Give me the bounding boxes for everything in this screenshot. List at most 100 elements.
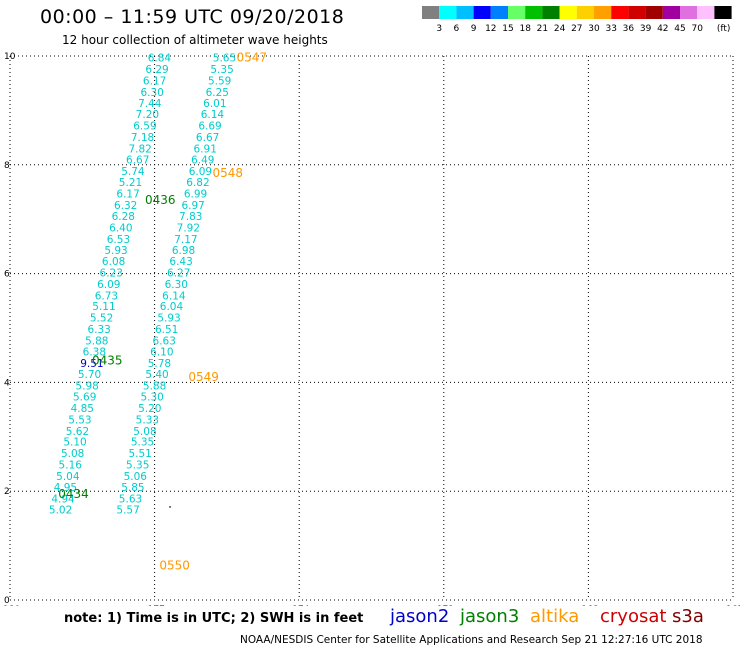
swh-value-altika: 6.04: [160, 301, 184, 313]
swh-value-jason3: 5.04: [56, 471, 80, 483]
swh-value-altika: 6.14: [162, 290, 186, 302]
y-tick-label: 6: [4, 270, 10, 280]
colorbar-label: 39: [640, 24, 652, 34]
swh-value-jason3: 7.82: [128, 143, 151, 155]
colorbar-label: 3: [436, 24, 442, 34]
swh-value-jason3: 5.62: [66, 426, 89, 438]
legend-jason3: jason3: [460, 606, 520, 627]
swh-value-altika: 6.14: [201, 109, 225, 121]
swh-value-jason3: 5.10: [63, 437, 86, 449]
pass-time-label: 0550: [159, 559, 190, 573]
pass-time-label: 0436: [145, 193, 176, 207]
swh-value-altika: 7.17: [174, 234, 197, 246]
x-tick-label: -177: [144, 605, 164, 606]
colorbar-swatch: [576, 6, 594, 19]
swh-value-altika: 5.40: [145, 369, 168, 381]
swh-value-altika: 5.59: [208, 75, 231, 87]
swh-value-jason3: 5.02: [49, 505, 72, 517]
swh-value-jason3: 6.17: [143, 75, 166, 87]
colorbar-label: 15: [502, 24, 513, 34]
colorbar-swatch: [508, 6, 526, 19]
colorbar-label: 70: [691, 24, 703, 34]
swh-value-jason3: 5.74: [121, 166, 145, 178]
colorbar-swatch: [680, 6, 698, 19]
swh-value-jason3: 5.08: [61, 448, 84, 460]
swh-value-altika: 6.97: [181, 200, 204, 212]
swh-value-altika: 5.78: [148, 358, 171, 370]
swh-value-jason3: 5.53: [68, 414, 91, 426]
colorbar-swatch: [559, 6, 577, 19]
swh-value-jason3: 7.44: [138, 98, 162, 110]
x-tick-label: -180: [0, 605, 20, 606]
pass-time-label: 0434: [58, 487, 89, 501]
swh-value-jason3: 6.53: [107, 234, 130, 246]
chart-subtitle: 12 hour collection of altimeter wave hei…: [62, 33, 328, 47]
swh-value-jason3: 4.85: [71, 403, 94, 415]
swh-value-altika: 5.35: [131, 437, 154, 449]
swh-value-jason3: 6.30: [140, 87, 163, 99]
swh-value-jason3: 5.70: [78, 369, 101, 381]
x-tick-label: -174: [289, 605, 310, 606]
swh-value-altika: 5.88: [143, 381, 166, 393]
colorbar-label: 21: [537, 24, 548, 34]
swh-value-altika: 6.09: [189, 166, 212, 178]
swh-value-altika: 6.63: [153, 336, 176, 348]
swh-value-jason3: 6.29: [145, 64, 168, 76]
track-dot: [169, 506, 172, 508]
x-tick-label: -165: [723, 605, 740, 606]
colorbar-swatch: [714, 6, 732, 19]
colorbar-label: 45: [674, 24, 685, 34]
swh-value-altika: 6.30: [165, 279, 188, 291]
swh-value-altika: 6.69: [198, 121, 221, 133]
swh-value-jason3: 5.16: [59, 460, 83, 472]
legend-altika: altika: [530, 606, 580, 627]
swh-value-altika: 6.10: [150, 346, 173, 358]
swh-value-jason3: 6.17: [116, 189, 139, 201]
swh-value-altika: 6.25: [206, 87, 229, 99]
chart-title: 00:00 – 11:59 UTC 09/20/2018: [40, 6, 345, 28]
colorbar-swatch: [697, 6, 715, 19]
swh-value-jason3: 4.94: [51, 493, 75, 505]
colorbar-swatch: [628, 6, 646, 19]
swh-value-jason3: 5.11: [92, 301, 115, 313]
colorbar-swatch: [525, 6, 543, 19]
swh-value-jason3: 5.52: [90, 313, 113, 325]
swh-value-jason3: 4.95: [54, 482, 77, 494]
footer-note: note: 1) Time is in UTC; 2) SWH is in fe…: [64, 611, 364, 626]
swh-value-jason3: 6.09: [97, 279, 120, 291]
swh-value-altika: 5.08: [133, 426, 156, 438]
swh-value-altika: 6.99: [184, 189, 207, 201]
colorbar-swatch: [662, 6, 680, 19]
colorbar-swatch: [611, 6, 629, 19]
swh-value-altika: 7.92: [177, 222, 200, 234]
swh-value-altika: 6.67: [196, 132, 219, 144]
colorbar-label: 6: [454, 24, 460, 34]
legend-cryosat: cryosat: [600, 606, 667, 627]
swh-value-altika: 5.65: [213, 53, 236, 65]
swh-value-altika: 5.30: [140, 392, 163, 404]
colorbar-swatch: [422, 6, 440, 19]
pass-time-label: 0548: [212, 166, 243, 180]
swh-value-jason3: 6.33: [87, 324, 110, 336]
swh-value-altika: 5.20: [138, 403, 161, 415]
plot-area: -180-177-174-171-168-16502468106.846.296…: [0, 51, 740, 606]
y-tick-label: 0: [4, 596, 10, 606]
colorbar-swatch: [490, 6, 508, 19]
colorbar-swatch: [456, 6, 474, 19]
swh-value-jason3: 6.23: [100, 268, 123, 280]
swh-value-jason3: 9.51: [80, 358, 103, 370]
swh-value-altika: 5.51: [128, 448, 151, 460]
swh-value-jason3: 6.38: [83, 346, 106, 358]
swh-value-jason3: 6.32: [114, 200, 137, 212]
colorbar-label: 24: [554, 24, 566, 34]
colorbar-swatch: [594, 6, 612, 19]
pass-time-label: 0547: [237, 51, 268, 65]
swh-value-jason3: 6.28: [112, 211, 135, 223]
colorbar: 3 6 9 12 15 18 21 24 27 30 33 36 39 42 45 70 (ft): [422, 6, 732, 34]
x-tick-label: -168: [578, 605, 599, 606]
colorbar-label: 36: [623, 24, 635, 34]
swh-value-altika: 6.91: [194, 143, 217, 155]
colorbar-swatch: [542, 6, 560, 19]
colorbar-label: 27: [571, 24, 582, 34]
x-tick-label: -171: [434, 605, 454, 606]
